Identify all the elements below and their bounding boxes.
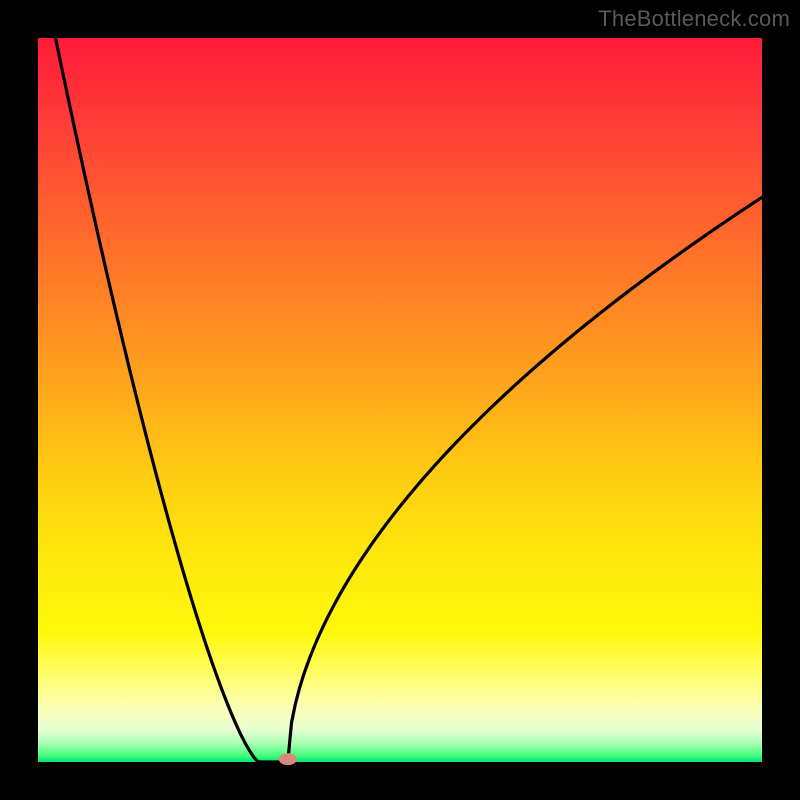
- chart-svg: [0, 0, 800, 800]
- plot-background: [38, 38, 762, 762]
- optimum-marker: [279, 753, 297, 765]
- watermark-text: TheBottleneck.com: [598, 6, 790, 32]
- chart-container: TheBottleneck.com: [0, 0, 800, 800]
